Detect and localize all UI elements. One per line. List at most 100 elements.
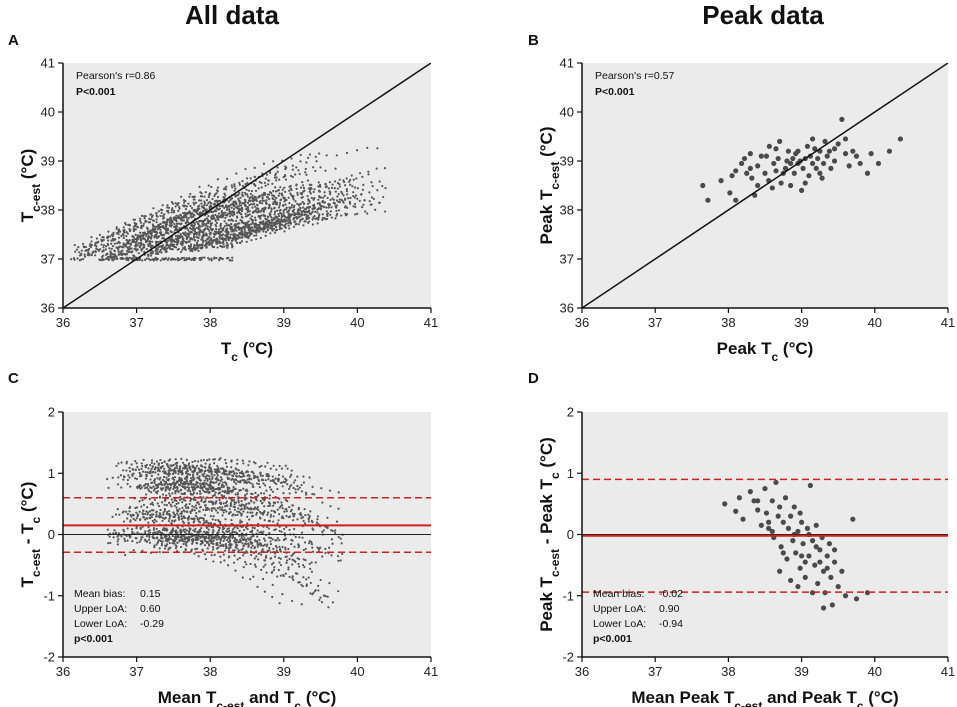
data-point	[154, 249, 157, 252]
data-point	[132, 517, 135, 520]
data-point	[220, 544, 223, 547]
data-point	[316, 222, 319, 225]
data-point	[282, 218, 285, 221]
data-point	[155, 221, 158, 224]
data-point	[302, 475, 305, 478]
data-point	[205, 208, 208, 211]
data-point	[179, 214, 183, 217]
data-point	[254, 195, 257, 199]
data-point	[318, 152, 321, 155]
data-point	[291, 504, 295, 507]
data-point	[251, 206, 254, 209]
data-point	[176, 216, 179, 219]
data-point	[174, 530, 177, 534]
data-point	[243, 498, 246, 501]
data-point	[128, 250, 131, 253]
data-point	[298, 486, 301, 489]
data-point	[336, 555, 340, 558]
data-point	[284, 178, 288, 181]
data-point	[129, 242, 132, 245]
data-point	[195, 507, 198, 510]
data-point	[253, 563, 257, 566]
data-point	[266, 183, 270, 186]
data-point	[199, 468, 202, 471]
data-point	[804, 143, 811, 149]
data-point	[205, 217, 209, 220]
data-point	[214, 223, 217, 226]
data-point	[106, 236, 109, 239]
data-point	[174, 492, 177, 495]
data-point	[105, 252, 109, 255]
data-point	[216, 474, 219, 477]
data-point	[235, 219, 238, 222]
data-point	[226, 246, 229, 249]
data-point	[244, 193, 247, 196]
data-point	[196, 481, 199, 484]
data-point	[283, 186, 286, 189]
data-point	[136, 541, 139, 544]
data-point	[292, 208, 296, 211]
data-point	[791, 170, 797, 176]
data-point	[283, 230, 286, 233]
data-point	[218, 199, 222, 203]
data-point	[175, 243, 179, 246]
identity-line	[63, 63, 431, 308]
data-point	[744, 170, 750, 176]
data-point	[226, 490, 229, 493]
data-point	[281, 188, 284, 191]
data-point	[350, 174, 353, 177]
data-point	[278, 506, 281, 509]
data-point	[219, 555, 222, 558]
data-point	[309, 592, 312, 595]
data-point	[205, 526, 208, 529]
data-point	[337, 590, 340, 593]
data-point	[311, 521, 314, 524]
data-point	[306, 179, 310, 182]
data-point	[314, 210, 317, 213]
data-point	[253, 234, 256, 237]
data-point	[174, 490, 177, 493]
data-point	[129, 505, 132, 508]
data-point	[281, 545, 284, 549]
data-point	[166, 465, 170, 468]
data-point	[247, 538, 251, 541]
data-point	[209, 225, 212, 229]
data-point	[203, 256, 206, 259]
data-point	[227, 238, 231, 242]
y-tick-label: 37	[560, 252, 574, 267]
data-point	[218, 498, 221, 501]
data-point	[107, 239, 110, 242]
data-point	[308, 212, 311, 215]
data-point	[261, 478, 264, 481]
data-point	[256, 207, 259, 210]
data-point	[158, 547, 161, 550]
data-point	[279, 223, 282, 226]
data-point	[193, 467, 196, 470]
data-point	[142, 235, 145, 238]
data-point	[145, 510, 148, 513]
data-point	[238, 232, 241, 236]
data-point	[264, 563, 267, 566]
data-point	[261, 207, 264, 210]
data-point	[290, 554, 293, 557]
data-point	[190, 535, 194, 538]
data-point	[115, 227, 118, 231]
data-point	[185, 480, 188, 483]
data-point	[362, 203, 365, 206]
data-point	[256, 228, 259, 231]
data-point	[179, 242, 182, 245]
data-point	[151, 244, 154, 248]
data-point	[193, 243, 196, 247]
data-point	[344, 197, 347, 200]
data-point	[371, 185, 374, 188]
data-point	[184, 542, 187, 545]
data-point	[193, 509, 196, 512]
data-point	[182, 256, 186, 259]
data-point	[197, 510, 201, 513]
data-point	[269, 557, 273, 560]
data-point	[288, 189, 291, 192]
data-point	[244, 560, 247, 564]
data-point	[145, 234, 148, 238]
data-point	[198, 475, 201, 478]
data-point	[322, 196, 325, 199]
